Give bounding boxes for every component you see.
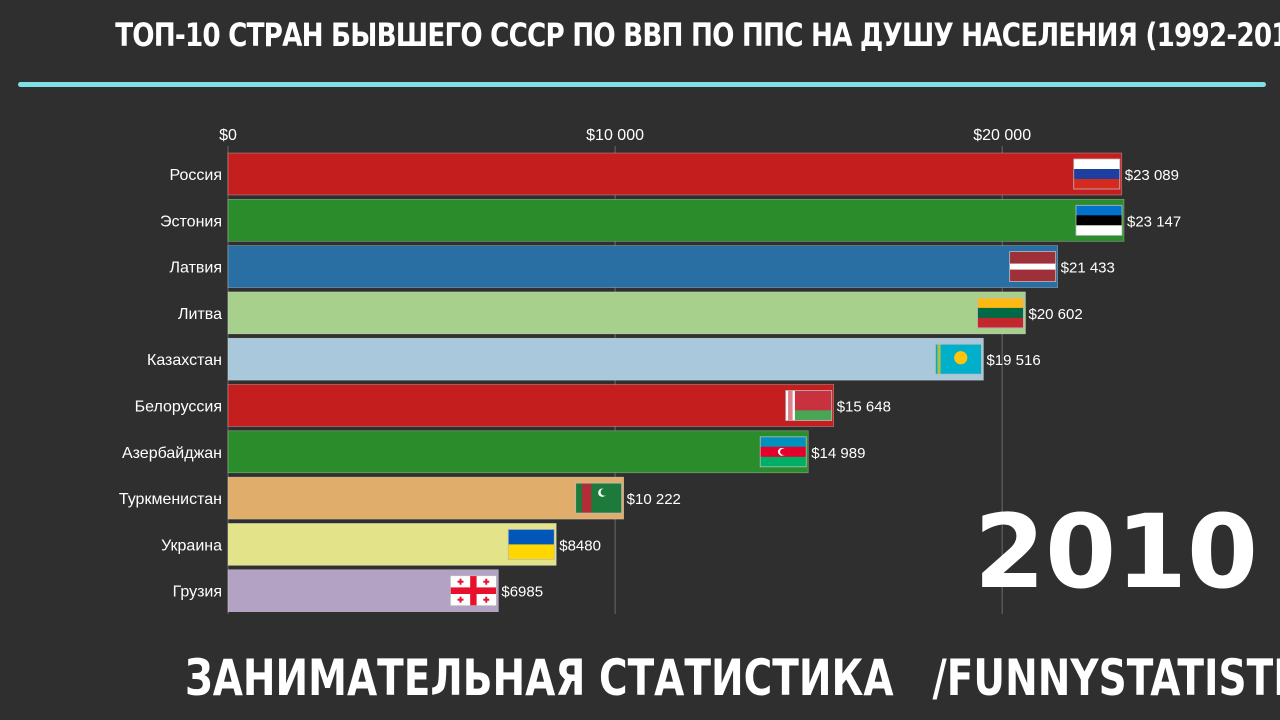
category-label: Эстония [160, 213, 222, 230]
value-label: $23 089 [1125, 167, 1179, 184]
value-label: $8480 [559, 537, 601, 554]
lithuania-flag [977, 297, 1024, 329]
category-label: Литва [178, 306, 222, 323]
bar [227, 384, 835, 427]
value-label: $6985 [501, 584, 543, 601]
category-label: Казахстан [147, 352, 222, 369]
value-label: $21 433 [1061, 260, 1115, 277]
georgia-flag [449, 575, 497, 607]
russia-flag [1073, 158, 1121, 190]
bar [227, 245, 1058, 288]
value-label: $19 516 [986, 352, 1040, 369]
x-tick-label: $0 [219, 127, 237, 144]
value-label: $23 147 [1127, 213, 1181, 230]
category-label: Белоруссия [135, 399, 222, 416]
bar [227, 476, 624, 520]
x-tick-label: $10 000 [586, 127, 644, 144]
category-label: Латвия [170, 260, 222, 277]
category-label: Туркменистан [119, 491, 222, 508]
footer-brand: ЗАНИМАТЕЛЬНАЯ СТАТИСТИКА [185, 649, 894, 707]
latvia-flag [1009, 251, 1057, 283]
belarus-flag [785, 390, 833, 421]
bar [227, 523, 557, 566]
chart-title: ТОП-10 СТРАН БЫВШЕГО СССР ПО ВВП ПО ППС … [115, 16, 1280, 54]
bar [227, 152, 1123, 196]
bar [227, 291, 1026, 335]
footer-banner: ЗАНИМАТЕЛЬНАЯ СТАТИСТИКА/FUNNYSTATISTIC [185, 646, 1280, 710]
value-label: $14 989 [811, 445, 865, 462]
category-label: Украина [161, 537, 222, 554]
kazakhstan-flag [935, 343, 982, 375]
value-label: $10 222 [627, 491, 681, 508]
year-label: 2010 [974, 493, 1258, 612]
category-label: Россия [170, 167, 222, 184]
category-label: Азербайджан [122, 445, 222, 462]
category-label: Грузия [173, 584, 222, 601]
bar [227, 430, 809, 474]
estonia-flag [1075, 204, 1123, 236]
value-label: $20 602 [1028, 306, 1082, 323]
bar [227, 337, 984, 381]
title-divider [18, 82, 1266, 87]
bar [227, 199, 1125, 242]
azerbaijan-flag [759, 436, 807, 468]
turkmenistan-flag [575, 482, 623, 514]
x-tick-label: $20 000 [973, 127, 1031, 144]
value-label: $15 648 [837, 399, 891, 416]
footer-handle: /FUNNYSTATISTIC [932, 649, 1280, 707]
ukraine-flag [507, 529, 555, 560]
